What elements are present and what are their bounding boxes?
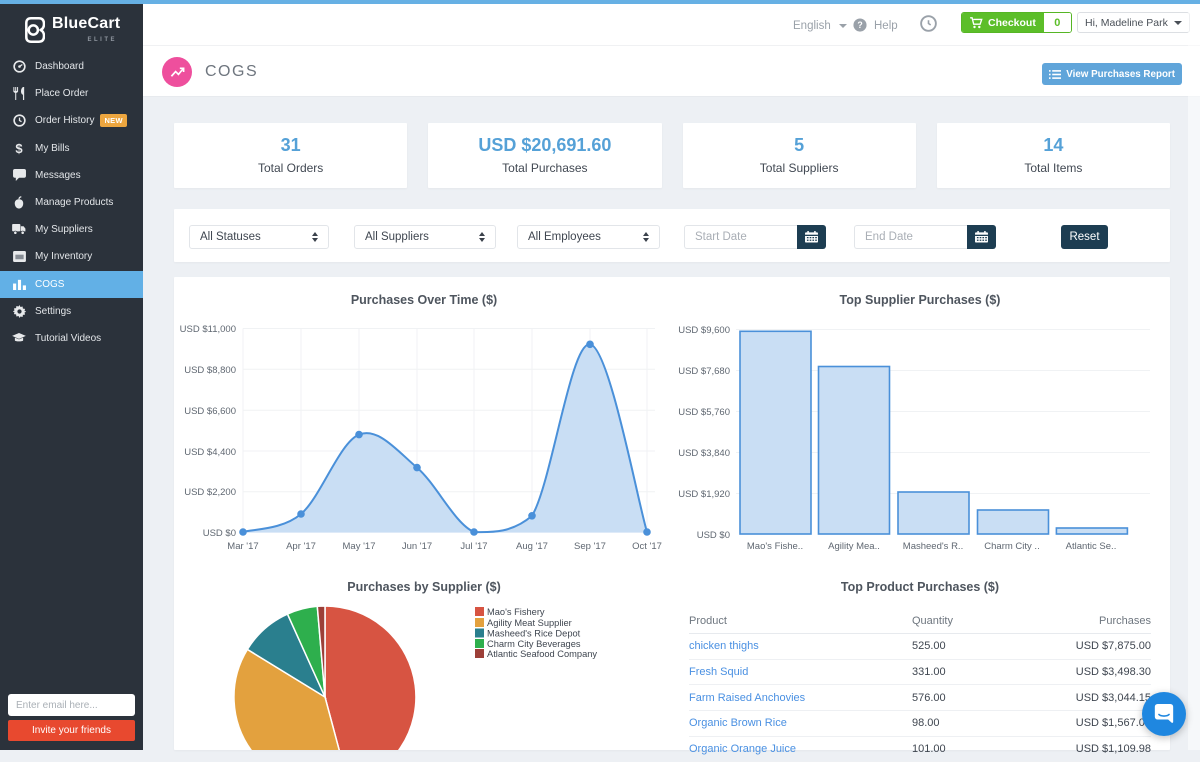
svg-text:USD $5,760: USD $5,760: [678, 407, 730, 418]
svg-text:Top Product Purchases ($): Top Product Purchases ($): [841, 580, 999, 594]
svg-text:USD $7,680: USD $7,680: [678, 366, 730, 377]
svg-text:Agility Meat Supplier: Agility Meat Supplier: [487, 618, 572, 628]
svg-text:Atlantic Se..: Atlantic Se..: [1066, 541, 1117, 552]
svg-text:Agility Mea..: Agility Mea..: [828, 541, 880, 552]
svg-text:USD $0: USD $0: [697, 530, 730, 541]
svg-text:Jul '17: Jul '17: [460, 541, 487, 552]
svg-text:Atlantic Seafood Company: Atlantic Seafood Company: [487, 649, 597, 659]
svg-text:USD $3,840: USD $3,840: [678, 448, 730, 459]
svg-text:USD $11,000: USD $11,000: [180, 324, 236, 335]
svg-text:Charm City Beverages: Charm City Beverages: [487, 639, 581, 649]
svg-text:Top Supplier Purchases ($): Top Supplier Purchases ($): [840, 293, 1001, 307]
svg-text:May '17: May '17: [343, 541, 376, 552]
svg-text:USD $1,920: USD $1,920: [678, 489, 730, 500]
svg-text:Masheed's Rice Depot: Masheed's Rice Depot: [487, 629, 581, 639]
svg-text:Purchases Over Time ($): Purchases Over Time ($): [351, 293, 497, 307]
svg-text:Mar '17: Mar '17: [227, 541, 258, 552]
svg-text:Apr '17: Apr '17: [286, 541, 316, 552]
svg-text:USD $0: USD $0: [203, 528, 236, 539]
svg-text:USD $2,200: USD $2,200: [184, 487, 236, 498]
svg-text:Sep '17: Sep '17: [574, 541, 606, 552]
svg-text:USD $8,800: USD $8,800: [184, 365, 236, 376]
svg-text:USD $6,600: USD $6,600: [184, 406, 236, 417]
svg-text:Mao's Fishe..: Mao's Fishe..: [747, 541, 803, 552]
svg-text:Aug '17: Aug '17: [516, 541, 548, 552]
svg-text:Purchases by Supplier ($): Purchases by Supplier ($): [347, 580, 501, 594]
svg-text:USD $4,400: USD $4,400: [184, 447, 236, 458]
svg-text:Jun '17: Jun '17: [402, 541, 432, 552]
svg-text:Charm City ..: Charm City ..: [984, 541, 1039, 552]
svg-text:Oct '17: Oct '17: [632, 541, 662, 552]
svg-text:Masheed's R..: Masheed's R..: [903, 541, 963, 552]
svg-text:USD $9,600: USD $9,600: [678, 325, 730, 336]
svg-text:Mao's Fishery: Mao's Fishery: [487, 607, 545, 617]
svg-text:?: ?: [857, 20, 862, 30]
